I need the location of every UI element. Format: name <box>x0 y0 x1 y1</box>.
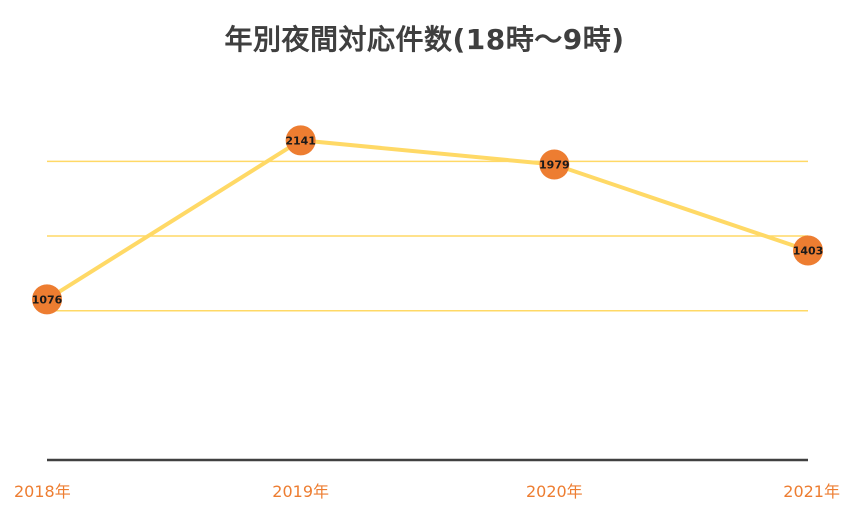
data-label-2020年: 1979 <box>539 159 570 172</box>
data-point-2018年 <box>32 284 62 315</box>
data-markers <box>32 125 823 315</box>
x-tick-label-2021年: 2021年 <box>783 482 840 501</box>
x-tick-label-2020年: 2020年 <box>526 482 583 501</box>
data-point-2020年 <box>539 149 570 180</box>
data-label-2018年: 1076 <box>32 293 63 306</box>
data-labels: 1076 2141 1979 1403 <box>32 134 824 306</box>
data-point-2021年 <box>793 235 823 266</box>
series-line <box>45 138 809 302</box>
data-point-2019年 <box>285 125 316 156</box>
data-label-2019年: 2141 <box>285 134 316 147</box>
gridlines <box>47 160 808 312</box>
x-tick-labels: 2018年 2019年 2020年 2021年 <box>14 482 840 501</box>
x-tick-label-2019年: 2019年 <box>272 482 329 501</box>
data-label-2021年: 1403 <box>793 245 824 258</box>
x-tick-label-2018年: 2018年 <box>14 482 71 501</box>
chart-title: 年別夜間対応件数(18時～9時) <box>224 23 625 56</box>
